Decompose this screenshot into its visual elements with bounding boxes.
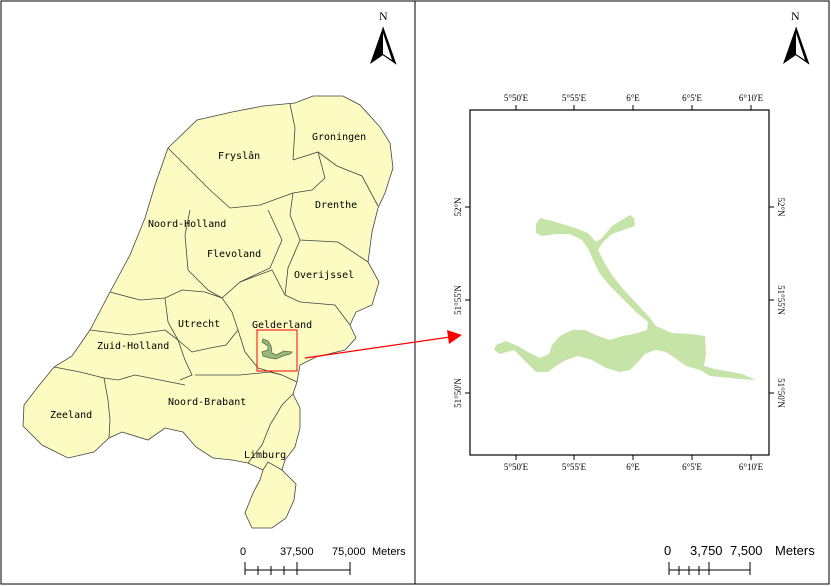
left-scale-bar: 0 37,500 75,000 Meters	[240, 546, 406, 575]
right-panel-frame	[414, 0, 830, 585]
study-area-large	[494, 215, 756, 380]
lat-right-1: 52°N	[776, 197, 786, 217]
arrow-pointer-icon	[304, 330, 462, 359]
study-area-small	[261, 338, 293, 360]
left-scale-unit: Meters	[372, 546, 406, 558]
left-scale-tick-1: 37,500	[280, 546, 314, 558]
label-zuid-holland: Zuid-Holland	[97, 341, 169, 352]
lat-right-3: 51°50'N	[776, 378, 786, 408]
left-scale-tick-2: 75,000	[332, 546, 366, 558]
lon-bottom-5: 6°10'E	[739, 462, 764, 472]
label-gelderland: Gelderland	[252, 320, 312, 331]
lat-left-3: 51°50'N	[453, 378, 463, 408]
lon-top-1: 5°50'E	[504, 93, 529, 103]
right-scale-tick-1: 3,750	[690, 543, 723, 558]
north-arrow-icon: N	[370, 9, 397, 65]
label-zeeland: Zeeland	[50, 410, 92, 421]
label-drenthe: Drenthe	[315, 200, 357, 211]
right-north-label: N	[791, 9, 800, 23]
lat-right-2: 51°55'N	[776, 285, 786, 315]
lon-bottom-3: 6°E	[626, 462, 640, 472]
lat-left-1: 52°N	[453, 197, 463, 217]
right-scale-tick-0: 0	[664, 543, 671, 558]
lon-bottom-2: 5°55'E	[562, 462, 587, 472]
label-fryslan: Fryslân	[218, 150, 260, 162]
right-scale-tick-2: 7,500	[730, 543, 763, 558]
label-overijssel: Overijssel	[294, 270, 354, 281]
lon-top-3: 6°E	[626, 93, 640, 103]
lat-left-2: 51°55'N	[453, 285, 463, 315]
label-limburg: Limburg	[244, 450, 286, 461]
label-noord-brabant: Noord-Brabant	[168, 397, 246, 408]
province-boundaries	[53, 103, 379, 471]
study-area-highlight-box	[256, 329, 298, 372]
north-arrow-icon: N	[783, 9, 810, 65]
lon-bottom-4: 6°5'E	[682, 462, 702, 472]
left-scale-tick-0: 0	[240, 546, 246, 558]
lon-top-5: 6°10'E	[739, 93, 764, 103]
label-noord-holland: Noord-Holland	[148, 219, 226, 230]
label-flevoland: Flevoland	[207, 249, 261, 260]
lon-top-2: 5°55'E	[562, 93, 587, 103]
label-utrecht: Utrecht	[178, 319, 220, 330]
label-groningen: Groningen	[312, 132, 366, 143]
inset-map-frame	[469, 109, 770, 456]
lon-bottom-1: 5°50'E	[504, 462, 529, 472]
right-scale-bar: 0 3,750 7,500 Meters	[664, 543, 815, 575]
lon-top-4: 6°5'E	[682, 93, 702, 103]
left-north-label: N	[379, 9, 388, 23]
right-scale-unit: Meters	[775, 543, 815, 558]
netherlands-land	[22, 95, 394, 529]
